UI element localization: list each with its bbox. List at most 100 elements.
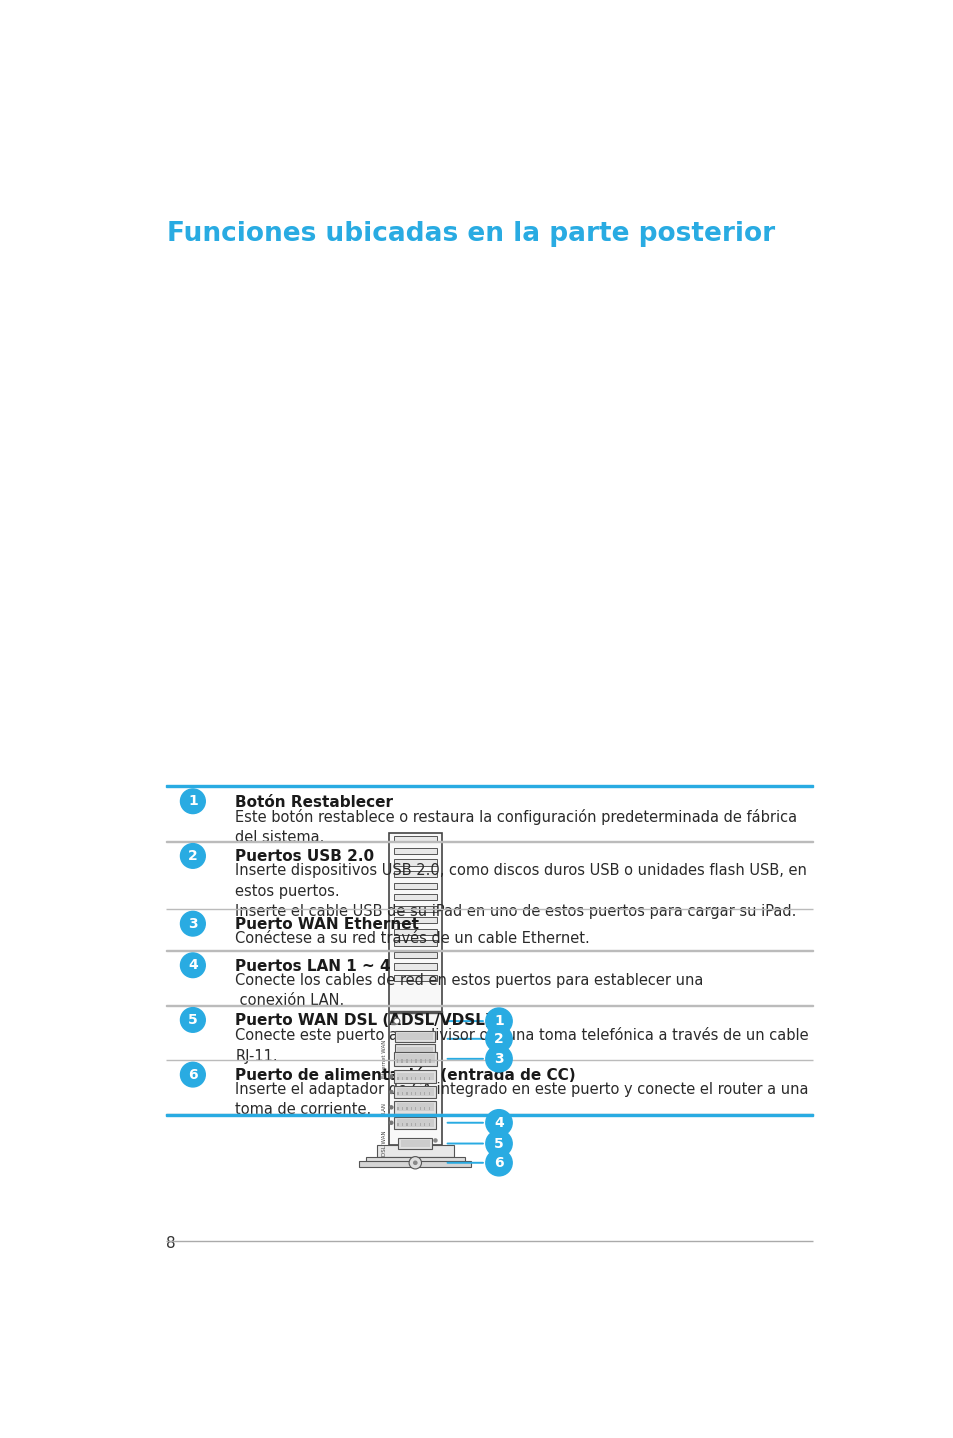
Bar <box>410 1058 412 1063</box>
Text: Puerto WAN Ethernet: Puerto WAN Ethernet <box>235 917 419 932</box>
Circle shape <box>485 1130 512 1156</box>
Circle shape <box>180 844 205 869</box>
Circle shape <box>390 1090 393 1093</box>
Bar <box>411 1091 412 1094</box>
Circle shape <box>390 1122 393 1125</box>
Bar <box>394 929 436 935</box>
Bar <box>424 1058 426 1063</box>
Bar <box>396 1073 434 1080</box>
Text: 4: 4 <box>494 1116 503 1130</box>
Bar <box>394 837 436 843</box>
Bar <box>359 1162 471 1166</box>
Text: 5: 5 <box>494 1136 503 1150</box>
Bar <box>415 1077 416 1080</box>
Text: 2: 2 <box>494 1032 503 1045</box>
Bar <box>397 1137 432 1149</box>
Bar <box>415 1123 416 1126</box>
Bar <box>406 1077 407 1080</box>
Bar <box>394 860 436 866</box>
Bar <box>394 1102 436 1113</box>
Text: 3: 3 <box>188 916 197 930</box>
Circle shape <box>434 1139 436 1142</box>
Circle shape <box>180 1063 205 1087</box>
Bar <box>406 1107 407 1110</box>
Text: 8: 8 <box>166 1235 175 1251</box>
Bar <box>428 1077 430 1080</box>
Bar <box>396 1089 434 1096</box>
Bar <box>394 848 436 854</box>
Bar <box>419 1077 420 1080</box>
Bar <box>365 1156 464 1162</box>
Text: Botón Restablecer: Botón Restablecer <box>235 795 393 810</box>
Text: Funciones ubicadas en la parte posterior: Funciones ubicadas en la parte posterior <box>167 221 775 247</box>
Text: 1: 1 <box>188 794 197 808</box>
Bar <box>395 1031 435 1043</box>
Bar <box>401 1058 402 1063</box>
Bar <box>419 1058 421 1063</box>
Bar <box>428 1123 430 1126</box>
Bar <box>428 1107 430 1110</box>
Bar <box>401 1091 403 1094</box>
Text: LAN: LAN <box>381 1102 386 1113</box>
Circle shape <box>485 1045 512 1071</box>
Bar <box>396 1058 397 1063</box>
Text: Puertos USB 2.0: Puertos USB 2.0 <box>235 850 375 864</box>
Text: 4: 4 <box>188 958 197 972</box>
Bar <box>166 1114 812 1116</box>
Bar <box>424 1091 425 1094</box>
Bar <box>397 1034 433 1040</box>
Text: Conecte los cables de red en estos puertos para establecer una
 conexión LAN.: Conecte los cables de red en estos puert… <box>235 972 703 1008</box>
Bar <box>397 1107 398 1110</box>
Text: 2: 2 <box>188 848 197 863</box>
Text: 1: 1 <box>494 1014 503 1028</box>
Text: Ethernet WAN: Ethernet WAN <box>381 1040 386 1078</box>
Bar <box>406 1058 407 1063</box>
Bar <box>394 871 436 877</box>
Bar <box>429 1058 431 1063</box>
Text: 6: 6 <box>188 1067 197 1081</box>
Bar <box>406 1091 407 1094</box>
Bar <box>397 1091 398 1094</box>
Bar <box>394 1116 436 1129</box>
Bar <box>397 1077 398 1080</box>
Bar <box>394 963 436 969</box>
Text: Conéctese a su red través de un cable Ethernet.: Conéctese a su red través de un cable Et… <box>235 930 590 946</box>
Circle shape <box>485 1025 512 1053</box>
Bar <box>415 1107 416 1110</box>
Bar <box>415 1091 416 1094</box>
Bar <box>411 1123 412 1126</box>
Text: DSL WAN: DSL WAN <box>381 1130 386 1156</box>
Bar <box>401 1123 403 1126</box>
Bar <box>424 1123 425 1126</box>
Bar <box>401 1107 403 1110</box>
Circle shape <box>485 1008 512 1034</box>
Bar <box>401 1077 403 1080</box>
Text: 6: 6 <box>494 1156 503 1169</box>
Bar <box>394 975 436 981</box>
Circle shape <box>390 1076 393 1078</box>
Bar <box>411 1107 412 1110</box>
Bar <box>396 1103 434 1112</box>
Bar <box>394 883 436 889</box>
Bar <box>406 1123 407 1126</box>
Bar <box>394 917 436 923</box>
Bar <box>400 1140 430 1146</box>
Bar <box>428 1091 430 1094</box>
Text: 5: 5 <box>188 1012 197 1027</box>
Text: Inserte el adaptador de CA integrado en este puerto y conecte el router a una
to: Inserte el adaptador de CA integrado en … <box>235 1081 808 1117</box>
Bar <box>411 1077 412 1080</box>
Circle shape <box>394 1018 399 1024</box>
Circle shape <box>413 1160 417 1165</box>
Text: Puerto WAN DSL (ADSL/VDSL): Puerto WAN DSL (ADSL/VDSL) <box>235 1014 492 1028</box>
Text: Conecte este puerto a un divisor o a una toma telefónica a través de un cable
RJ: Conecte este puerto a un divisor o a una… <box>235 1027 808 1064</box>
Bar <box>395 1054 435 1064</box>
Text: Inserte dispositivos USB 2.0, como discos duros USB o unidades flash USB, en
est: Inserte dispositivos USB 2.0, como disco… <box>235 863 806 919</box>
Circle shape <box>180 789 205 814</box>
Bar <box>394 906 436 912</box>
Bar <box>394 1086 436 1099</box>
Circle shape <box>180 953 205 978</box>
Bar <box>396 1119 434 1126</box>
Text: Este botón restablece o restaura la configuración predeterminada de fábrica
del : Este botón restablece o restaura la conf… <box>235 808 797 846</box>
Bar <box>419 1091 420 1094</box>
Bar <box>397 1047 433 1053</box>
